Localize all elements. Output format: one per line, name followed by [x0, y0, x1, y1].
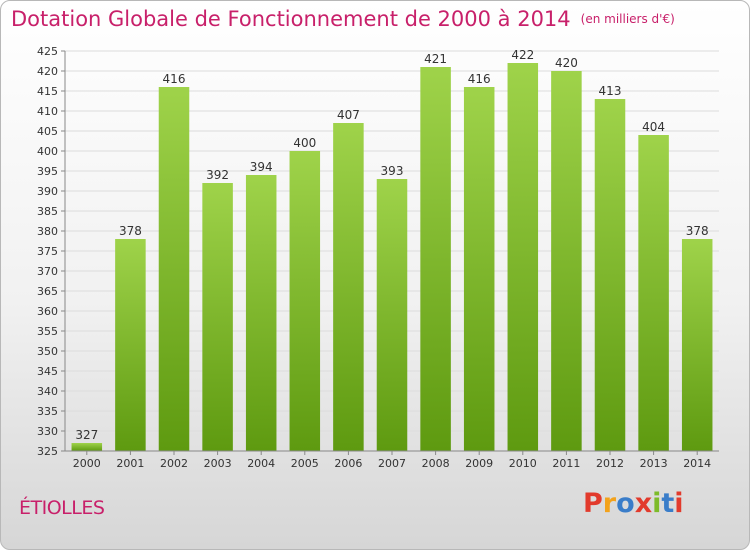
value-label-2011: 420	[555, 56, 578, 70]
value-label-2006: 407	[337, 108, 360, 122]
bar-2007	[376, 179, 408, 451]
x-tick-label-2000: 2000	[73, 457, 101, 470]
y-tick-label: 420	[37, 65, 58, 78]
y-tick-label: 385	[37, 205, 58, 218]
value-label-2007: 393	[381, 164, 404, 178]
value-label-2002: 416	[163, 72, 186, 86]
value-label-2014: 378	[686, 224, 709, 238]
chart-title-text: Dotation Globale de Fonctionnement de 20…	[11, 7, 571, 31]
commune-name: ÉTIOLLES	[19, 497, 105, 519]
logo-letter: t	[661, 488, 675, 519]
x-tick-label-2004: 2004	[247, 457, 275, 470]
y-tick-label: 415	[37, 85, 58, 98]
x-tick-label-2013: 2013	[640, 457, 668, 470]
x-tick-label-2011: 2011	[552, 457, 580, 470]
y-tick-label: 380	[37, 225, 58, 238]
y-tick-label: 355	[37, 325, 58, 338]
chart-title: Dotation Globale de Fonctionnement de 20…	[11, 7, 675, 31]
value-label-2013: 404	[642, 120, 665, 134]
bar-2009	[463, 87, 495, 451]
value-label-2003: 392	[206, 168, 229, 182]
value-label-2010: 422	[511, 48, 534, 62]
bar-2002	[158, 87, 190, 451]
y-tick-label: 425	[37, 45, 58, 58]
bar-2003	[202, 183, 233, 451]
logo-letter: r	[602, 488, 617, 519]
y-tick-label: 390	[37, 185, 58, 198]
value-label-2009: 416	[468, 72, 491, 86]
y-tick-label: 410	[37, 105, 58, 118]
x-tick-label-2010: 2010	[509, 457, 537, 470]
x-tick-label-2002: 2002	[160, 457, 188, 470]
x-tick-label-2014: 2014	[683, 457, 711, 470]
x-tick-label-2006: 2006	[334, 457, 362, 470]
bar-2000	[71, 443, 103, 451]
y-tick-label: 350	[37, 345, 58, 358]
chart-subtitle: (en milliers d'€)	[580, 12, 675, 26]
y-tick-label: 335	[37, 405, 58, 418]
value-label-2004: 394	[250, 160, 273, 174]
value-label-2008: 421	[424, 52, 447, 66]
y-tick-label: 400	[37, 145, 58, 158]
value-label-2005: 400	[293, 136, 316, 150]
y-tick-label: 375	[37, 245, 58, 258]
x-tick-label-2003: 2003	[204, 457, 232, 470]
bar-2006	[333, 123, 364, 451]
y-tick-label: 370	[37, 265, 58, 278]
x-tick-label-2008: 2008	[422, 457, 450, 470]
bar-2014	[681, 239, 713, 451]
y-tick-label: 395	[37, 165, 58, 178]
y-tick-label: 405	[37, 125, 58, 138]
logo-letter: i	[652, 488, 662, 519]
bar-2008	[420, 67, 451, 451]
logo-letter: P	[583, 488, 603, 519]
axes	[61, 50, 719, 455]
x-tick-label-2005: 2005	[291, 457, 319, 470]
x-tick-label-2009: 2009	[465, 457, 493, 470]
labels: 325 330 335 340 345 350 355 360 365 370 375 380 385 3…	[37, 45, 711, 470]
value-label-2000: 327	[75, 428, 98, 442]
logo-letter: i	[674, 488, 684, 519]
y-tick-label: 340	[37, 385, 58, 398]
y-tick-label: 345	[37, 365, 58, 378]
bar-2013	[638, 135, 669, 451]
x-tick-label-2007: 2007	[378, 457, 406, 470]
bars	[71, 63, 713, 451]
bar-2004	[245, 175, 277, 451]
bar-2001	[115, 239, 146, 451]
bar-2010	[507, 63, 539, 451]
proxiti-logo: Proxiti	[583, 488, 684, 519]
logo-letter: o	[616, 488, 635, 519]
value-label-2001: 378	[119, 224, 142, 238]
value-label-2012: 413	[599, 84, 622, 98]
y-tick-label: 330	[37, 425, 58, 438]
x-tick-label-2012: 2012	[596, 457, 624, 470]
y-tick-label: 360	[37, 305, 58, 318]
bar-2012	[594, 99, 626, 451]
bar-2011	[551, 71, 582, 451]
y-tick-label: 325	[37, 445, 58, 458]
logo-letter: x	[634, 488, 653, 519]
y-tick-label: 365	[37, 285, 58, 298]
x-tick-label-2001: 2001	[116, 457, 144, 470]
bar-2005	[289, 151, 321, 451]
